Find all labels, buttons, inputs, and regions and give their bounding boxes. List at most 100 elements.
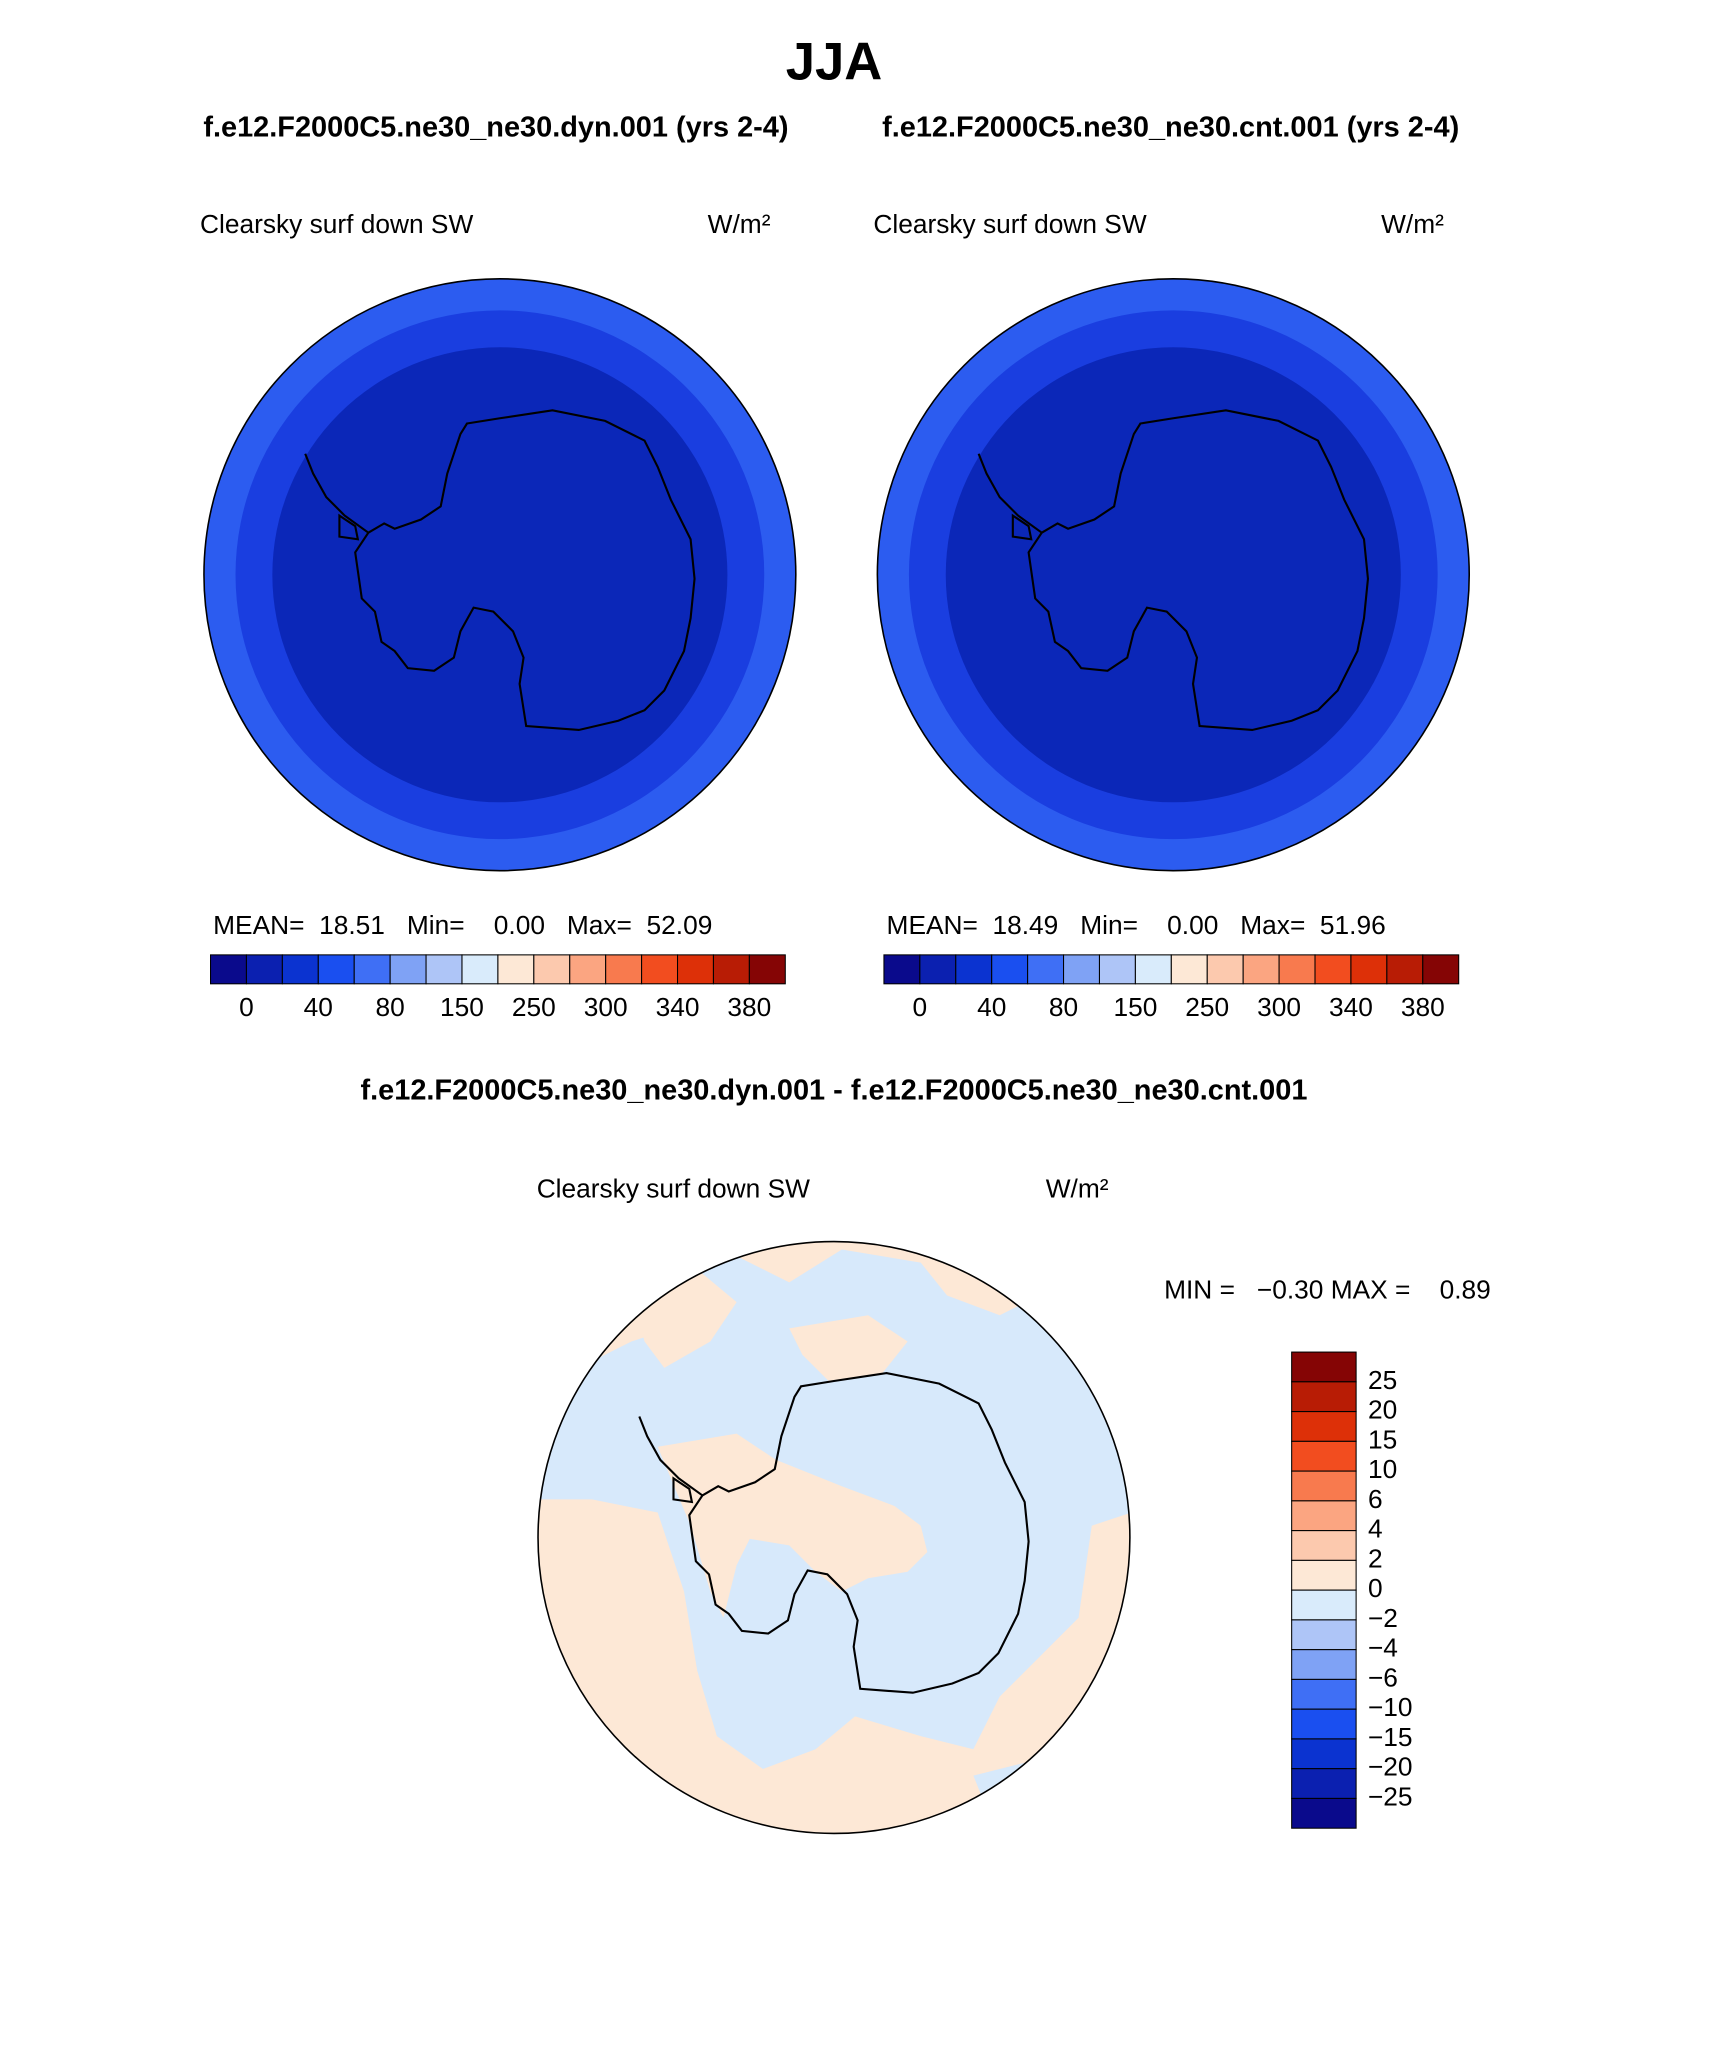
colorbar-label: −25	[1368, 1781, 1413, 1811]
colorbar-box	[1291, 1381, 1357, 1413]
map-border	[203, 278, 797, 872]
map-label: Clearsky surf down SW	[537, 1173, 810, 1203]
subtitle: f.e12.F2000C5.ne30_ne30.dyn.001 (yrs 2-4…	[203, 112, 788, 144]
map-ring	[945, 347, 1401, 803]
colorbar-label: 250	[512, 992, 556, 1022]
colorbar-box	[1098, 954, 1136, 985]
title: JJA	[786, 33, 883, 92]
colorbar-box	[1314, 954, 1352, 985]
colorbar-box	[1291, 1530, 1357, 1561]
colorbar-box	[281, 954, 319, 985]
colorbar-label: 80	[1049, 992, 1078, 1022]
colorbar-box	[676, 954, 714, 985]
colorbar-box	[919, 954, 957, 985]
colorbar-box	[1291, 1440, 1357, 1472]
colorbar-label: −10	[1368, 1692, 1413, 1722]
colorbar-box	[883, 954, 921, 985]
colorbar-box	[1291, 1470, 1357, 1502]
colorbar-label: −15	[1368, 1722, 1413, 1752]
colorbar-box	[1206, 954, 1244, 985]
colorbar-box	[1291, 1351, 1357, 1383]
colorbar-label: 150	[1113, 992, 1157, 1022]
colorbar-label: 25	[1368, 1365, 1397, 1395]
colorbar-box	[569, 954, 607, 985]
colorbar-box	[1291, 1589, 1357, 1621]
colorbar-label: 80	[376, 992, 405, 1022]
colorbar-label: 300	[584, 992, 628, 1022]
colorbar-box	[641, 954, 679, 985]
colorbar-box	[317, 954, 355, 985]
colorbar-label: 300	[1257, 992, 1301, 1022]
map-label: Clearsky surf down SW	[873, 209, 1146, 239]
colorbar-label: 0	[239, 992, 254, 1022]
colorbar-label: 340	[656, 992, 700, 1022]
colorbar-box	[1350, 954, 1388, 985]
units: W/m²	[708, 209, 771, 239]
colorbar-box	[1063, 954, 1100, 985]
stats: MEAN= 18.51 Min= 0.00 Max= 52.09	[213, 910, 712, 940]
coastline	[304, 409, 696, 732]
colorbar-box	[1291, 1738, 1357, 1770]
colorbar-box	[1291, 1708, 1357, 1740]
colorbar-label: 15	[1368, 1424, 1397, 1454]
colorbar-box	[1291, 1649, 1357, 1680]
colorbar-label: 40	[977, 992, 1006, 1022]
colorbar-label: 150	[440, 992, 484, 1022]
subtitle: f.e12.F2000C5.ne30_ne30.cnt.001 (yrs 2-4…	[882, 112, 1459, 144]
colorbar-box	[1291, 1411, 1357, 1442]
colorbar-label: −2	[1368, 1603, 1398, 1633]
colorbar-label: 0	[1368, 1573, 1383, 1603]
colorbar-label: 20	[1368, 1395, 1397, 1425]
coastline	[638, 1372, 1030, 1694]
difference-map	[537, 1240, 1131, 1835]
colorbar-box	[605, 954, 643, 985]
colorbar-label: 4	[1368, 1514, 1383, 1544]
colorbar-box	[748, 954, 786, 985]
colorbar-box	[1027, 954, 1065, 985]
colorbar-box	[1291, 1500, 1357, 1532]
map-ring	[272, 347, 728, 803]
stats: MIN = −0.30 MAX = 0.89	[1164, 1275, 1491, 1305]
map-border	[537, 1240, 1131, 1835]
colorbar-box	[955, 954, 993, 985]
colorbar-box	[1278, 954, 1316, 985]
colorbar-label: 6	[1368, 1484, 1383, 1514]
colorbar-box	[1242, 954, 1280, 985]
colorbar-box	[425, 954, 463, 985]
colorbar-box	[353, 954, 391, 985]
coastline	[977, 409, 1370, 732]
colorbar-label: 10	[1368, 1454, 1397, 1484]
map-label: Clearsky surf down SW	[200, 209, 473, 239]
colorbar-label: 340	[1329, 992, 1373, 1022]
colorbar-label: 40	[304, 992, 333, 1022]
positive-region	[631, 1269, 928, 1618]
colorbar-box	[1291, 1768, 1357, 1799]
colorbar-box	[210, 954, 247, 985]
colorbar-box	[497, 954, 535, 985]
colorbar-box	[1291, 1559, 1357, 1591]
colorbar-box	[461, 954, 499, 985]
colorbar-box	[991, 954, 1029, 985]
colorbar-label: −20	[1368, 1752, 1413, 1782]
units: W/m²	[1381, 209, 1444, 239]
colorbar-box	[1291, 1619, 1357, 1651]
colorbar-box	[1170, 954, 1208, 985]
colorbar-box	[1291, 1797, 1357, 1829]
colorbar-box	[712, 954, 750, 985]
colorbar-label: 250	[1185, 992, 1229, 1022]
difference-title: f.e12.F2000C5.ne30_ne30.dyn.001 - f.e12.…	[360, 1074, 1307, 1106]
colorbar-label: −4	[1368, 1633, 1398, 1663]
colorbar-box	[245, 954, 283, 985]
colorbar-box	[533, 954, 571, 985]
colorbar-box	[1134, 954, 1172, 985]
colorbar-label: 380	[1401, 992, 1445, 1022]
colorbar-box	[1291, 1678, 1357, 1710]
colorbar-label: 380	[727, 992, 771, 1022]
colorbar-label: 0	[913, 992, 928, 1022]
stats: MEAN= 18.49 Min= 0.00 Max= 51.96	[887, 910, 1386, 940]
colorbar-box	[1422, 954, 1460, 985]
colorbar-label: −6	[1368, 1662, 1398, 1692]
colorbar-label: 2	[1368, 1543, 1383, 1573]
